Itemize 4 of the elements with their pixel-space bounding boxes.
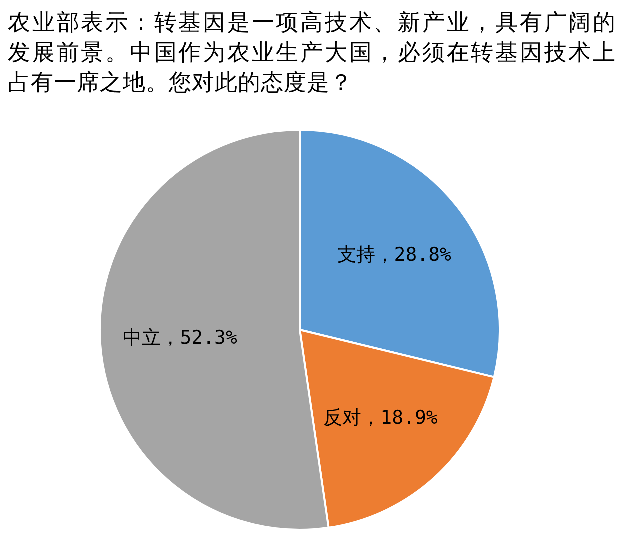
slice-label: 反对，18.9%: [324, 406, 438, 429]
slice-label: 支持，28.8%: [337, 244, 452, 266]
slice-label: 中立，52.3%: [123, 326, 238, 349]
chart-title: 农业部表示：转基因是一项高技术、新产业，具有广阔的发展前景。中国作为农业生产大国，必须在转基因技术上占有一席之地。您对此的态度是？: [8, 10, 616, 96]
